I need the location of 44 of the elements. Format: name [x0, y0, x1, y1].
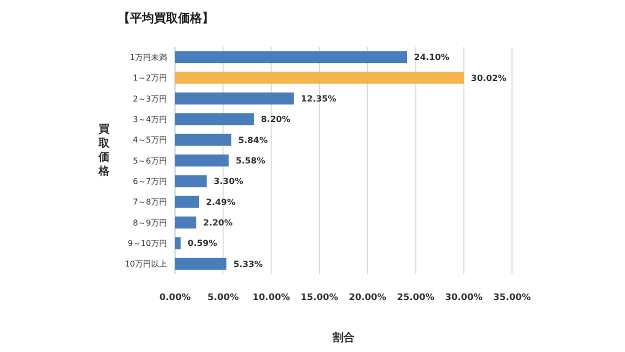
- data-label: 2.49%: [206, 198, 236, 208]
- y-tick-label: 7～8万円: [132, 198, 167, 207]
- x-tick-label: 10.00%: [252, 293, 290, 303]
- x-tick-label: 35.00%: [493, 293, 531, 303]
- bar: [175, 113, 254, 126]
- x-tick-label: 20.00%: [348, 293, 386, 303]
- data-label: 0.59%: [188, 239, 218, 250]
- bar: [175, 72, 464, 84]
- y-tick-label: 8～9万円: [132, 218, 167, 228]
- bar: [175, 134, 232, 146]
- bar: [175, 237, 181, 250]
- data-label: 24.10%: [414, 53, 450, 64]
- y-tick-label: 2～3万円: [132, 94, 167, 104]
- y-tick-label: 10万円以上: [124, 260, 167, 269]
- x-tick-label: 25.00%: [396, 293, 434, 303]
- bar: [175, 258, 226, 270]
- y-tick-label: 1万円未満: [130, 52, 167, 62]
- bar: [175, 92, 294, 104]
- y-axis-title: 買取価格: [98, 122, 110, 178]
- data-label: 8.20%: [260, 115, 291, 126]
- data-label: 5.33%: [233, 260, 264, 270]
- y-tick-label: 6～7万円: [132, 176, 167, 186]
- y-tick-label: 9～10万円: [128, 238, 167, 248]
- x-tick-label: 30.00%: [445, 293, 483, 303]
- y-tick-label: 3～4万円: [132, 114, 167, 124]
- x-tick-label: 5.00%: [208, 293, 239, 303]
- data-label: 5.58%: [236, 156, 266, 166]
- x-tick-label: 15.00%: [300, 293, 338, 303]
- data-label: 30.02%: [471, 74, 507, 84]
- bar: [175, 51, 408, 64]
- data-label: 2.20%: [203, 218, 234, 228]
- bar: [175, 154, 229, 166]
- x-tick-label: 0.00%: [159, 293, 191, 303]
- y-tick-label: 1～2万円: [132, 74, 167, 83]
- data-label: 5.84%: [238, 136, 268, 146]
- bar: [175, 175, 207, 188]
- y-tick-label: 4～5万円: [132, 136, 167, 145]
- chart-title: 【平均買取価格】: [118, 11, 214, 25]
- bar: [175, 216, 196, 229]
- x-axis-title: 割合: [332, 331, 356, 344]
- y-tick-label: 5～6万円: [132, 156, 167, 166]
- bar: [175, 196, 199, 208]
- data-label: 12.35%: [300, 94, 337, 104]
- data-label: 3.30%: [214, 177, 244, 188]
